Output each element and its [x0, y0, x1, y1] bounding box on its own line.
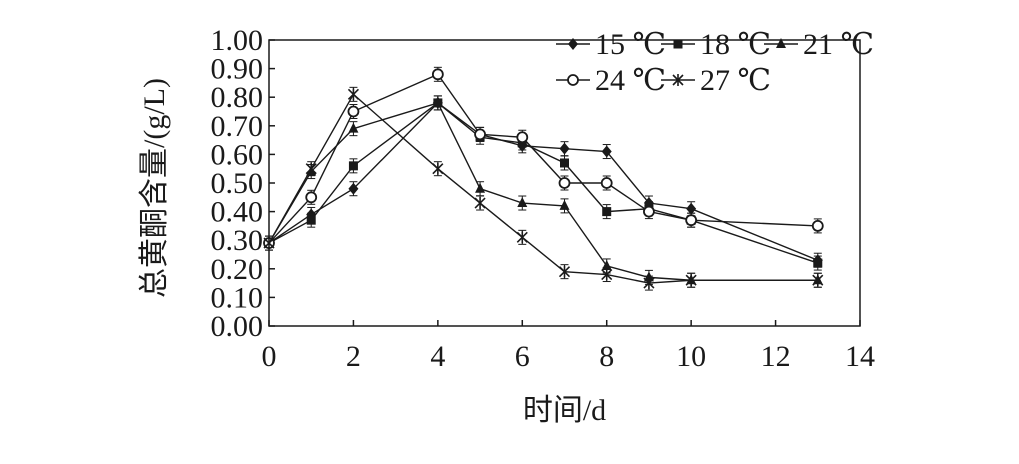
x-tick-label: 8 — [599, 340, 614, 373]
data-point — [348, 122, 359, 133]
data-point — [474, 128, 486, 141]
x-tick-label: 2 — [346, 340, 361, 373]
y-tick-label: 0.60 — [211, 138, 264, 171]
legend-label: 24 ℃ — [595, 64, 666, 97]
x-tick-label: 6 — [515, 340, 530, 373]
data-point — [601, 145, 612, 158]
data-point — [348, 161, 358, 171]
y-axis-title: 总黄酮含量/(g/L) — [138, 78, 171, 298]
y-tick-label: 0.10 — [211, 281, 264, 314]
y-tick-label: 1.00 — [211, 24, 264, 57]
legend-item: 15 ℃ — [556, 28, 666, 61]
legend: 15 ℃ 18 ℃ 21 ℃ 24 ℃ 27 ℃ — [556, 28, 874, 97]
legend-item: 27 ℃ — [661, 64, 771, 97]
x-tick-label: 14 — [845, 340, 875, 373]
legend-marker — [673, 39, 683, 49]
y-tick-label: 0.50 — [211, 167, 264, 200]
legend-item: 24 ℃ — [556, 64, 666, 97]
legend-label: 18 ℃ — [700, 28, 771, 61]
data-point — [600, 177, 613, 189]
y-tick-label: 0.70 — [211, 110, 264, 143]
legend-item: 21 ℃ — [764, 28, 874, 61]
x-tick-label: 10 — [676, 340, 706, 373]
legend-label: 27 ℃ — [700, 64, 771, 97]
x-tick-label: 12 — [761, 340, 791, 373]
data-point — [685, 214, 698, 227]
legend-marker — [568, 38, 578, 50]
data-point — [347, 88, 359, 101]
data-point — [517, 197, 528, 208]
y-tick-label: 0.20 — [211, 253, 264, 286]
data-point — [643, 205, 655, 218]
series-asterisk — [263, 86, 824, 291]
data-point — [559, 199, 570, 210]
data-point — [812, 274, 824, 287]
data-point — [685, 274, 697, 287]
x-axis-title: 时间/d — [523, 394, 606, 427]
data-point — [516, 231, 528, 244]
data-point — [558, 265, 571, 278]
data-point — [432, 96, 443, 107]
y-tick-label: 0.90 — [211, 53, 264, 86]
data-point — [558, 177, 571, 189]
data-point — [602, 207, 612, 217]
plot-area — [263, 66, 824, 291]
data-point — [305, 162, 317, 175]
legend-marker — [672, 74, 684, 86]
legend-marker — [567, 74, 579, 86]
y-tick-label: 0.80 — [211, 81, 264, 114]
y-tick-label: 0.40 — [211, 196, 264, 229]
series-circle — [263, 66, 824, 251]
data-point — [643, 277, 655, 290]
x-tick-label: 4 — [430, 340, 445, 373]
data-point — [813, 258, 823, 268]
axes: 0.000.100.200.300.400.500.600.700.800.90… — [211, 24, 876, 373]
legend-marker — [776, 38, 786, 48]
data-point — [431, 68, 444, 81]
y-tick-label: 0.00 — [211, 310, 264, 343]
data-point — [686, 202, 697, 215]
data-point — [432, 162, 444, 175]
data-point — [601, 268, 613, 281]
data-point — [474, 197, 486, 210]
data-point — [559, 142, 570, 155]
legend-item: 18 ℃ — [661, 28, 771, 61]
x-tick-label: 0 — [262, 340, 277, 373]
data-point — [475, 182, 486, 193]
legend-label: 21 ℃ — [803, 28, 874, 61]
data-point — [348, 182, 359, 195]
data-point — [811, 219, 824, 232]
data-point — [263, 237, 275, 250]
data-point — [305, 191, 318, 204]
data-point — [560, 158, 569, 168]
data-point — [516, 131, 529, 144]
y-tick-label: 0.30 — [211, 224, 264, 257]
legend-label: 15 ℃ — [595, 28, 666, 61]
data-point — [347, 105, 360, 118]
data-point — [306, 215, 316, 225]
